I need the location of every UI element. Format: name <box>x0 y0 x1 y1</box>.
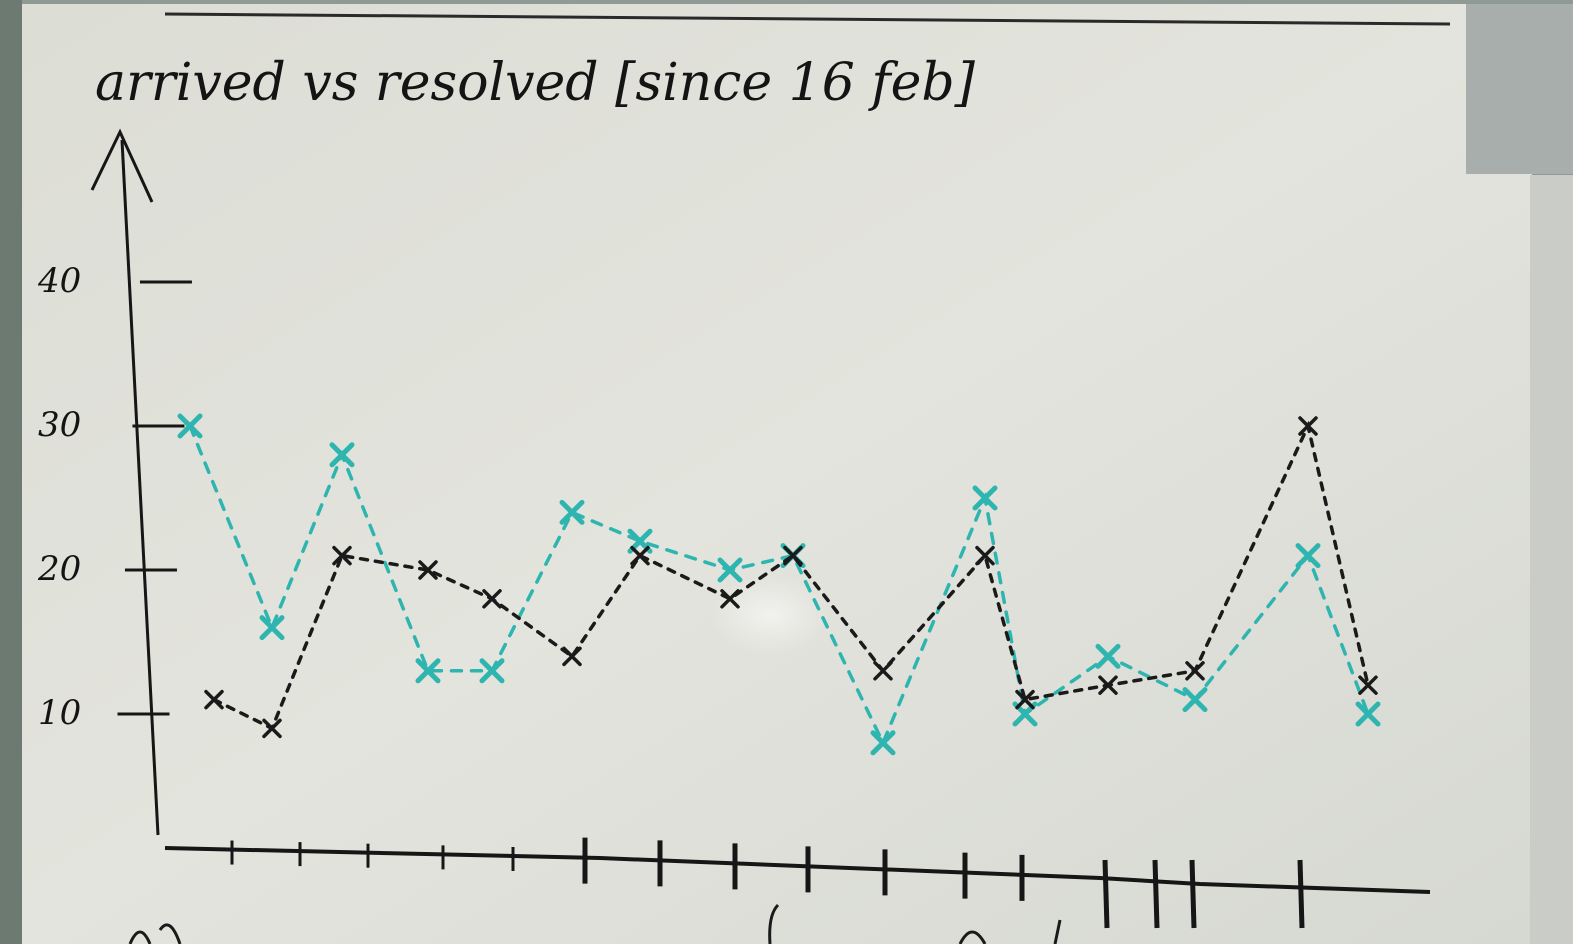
data-point-marker <box>562 646 582 667</box>
data-point-marker <box>630 545 650 566</box>
data-point-marker <box>717 557 743 583</box>
x-ticks <box>230 837 1305 929</box>
data-point-marker <box>415 658 441 684</box>
data-point-marker <box>332 545 352 566</box>
data-point-marker <box>204 689 224 710</box>
chart-title: arrived vs resolved [since 16 feb] <box>95 53 976 113</box>
data-point-marker <box>482 589 502 609</box>
series-black <box>204 416 1378 739</box>
data-point-marker <box>1298 416 1318 436</box>
data-point-marker <box>1098 675 1118 695</box>
y-axis-arrow-icon <box>90 128 154 203</box>
data-point-marker <box>259 615 285 641</box>
series-layer <box>177 413 1381 756</box>
y-ticks: 10 20 30 40 <box>37 261 192 733</box>
y-tick-label: 40 <box>37 261 81 301</box>
data-point-marker <box>1182 687 1208 713</box>
data-point-marker <box>870 730 896 756</box>
board-frame-left <box>0 0 22 944</box>
data-point-marker <box>1185 661 1205 681</box>
y-axis <box>120 139 160 836</box>
data-point-marker <box>418 560 438 580</box>
data-point-marker <box>972 485 998 511</box>
x-axis <box>164 846 1431 894</box>
data-point-marker <box>873 661 893 681</box>
series-teal <box>177 413 1381 756</box>
board-top-line <box>164 12 1451 26</box>
data-point-marker <box>1295 543 1321 569</box>
whiteboard <box>12 4 1532 944</box>
data-point-marker <box>783 545 803 566</box>
x-tick-mark <box>1152 859 1160 929</box>
bottom-scribble <box>128 923 182 944</box>
data-point-marker <box>329 442 355 468</box>
axes <box>90 128 1431 894</box>
bottom-scribble-2 <box>768 903 1062 944</box>
x-tick-mark <box>1297 859 1305 929</box>
data-point-marker <box>479 658 505 684</box>
light-glare <box>710 575 830 655</box>
data-point-marker <box>262 718 282 739</box>
data-point-marker <box>1355 701 1381 727</box>
series-line <box>188 424 1370 748</box>
x-tick-mark <box>1102 859 1110 929</box>
data-point-marker <box>1095 643 1121 669</box>
y-tick-label: 30 <box>38 405 81 445</box>
data-point-marker <box>720 589 740 609</box>
y-tick-label: 20 <box>37 549 81 589</box>
x-tick-mark <box>1189 859 1197 929</box>
data-point-marker <box>559 499 585 525</box>
data-point-marker <box>1358 675 1378 695</box>
board-clip <box>1466 4 1573 174</box>
data-point-marker <box>177 413 203 439</box>
data-point-marker <box>975 545 995 566</box>
y-tick-label: 10 <box>38 693 81 733</box>
data-point-marker <box>1015 689 1035 710</box>
series-line <box>212 420 1370 731</box>
board-frame-right <box>1530 175 1573 944</box>
